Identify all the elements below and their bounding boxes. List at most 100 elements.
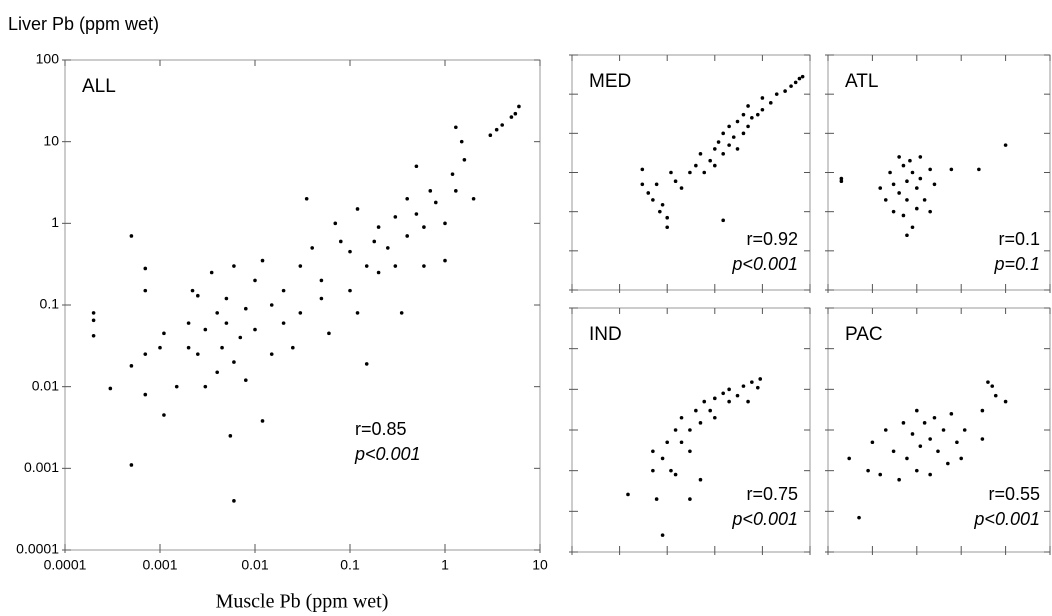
point: [721, 152, 725, 156]
point: [741, 112, 746, 117]
point: [980, 437, 985, 441]
point: [260, 419, 265, 423]
point: [281, 288, 286, 293]
point: [932, 415, 937, 420]
point: [755, 112, 760, 117]
point: [741, 131, 746, 136]
x-tick-label: 10: [532, 557, 548, 573]
point: [422, 225, 426, 229]
point: [910, 432, 915, 436]
annotation: r=0.85: [355, 419, 407, 439]
point: [716, 140, 721, 144]
point: [91, 333, 96, 338]
annotation: r=0.75: [746, 484, 798, 504]
point: [196, 352, 200, 356]
point: [941, 428, 946, 432]
point: [386, 246, 390, 250]
point: [721, 391, 725, 396]
panel: PAC r=0.55 p<0.001: [825, 307, 1051, 555]
point: [955, 440, 959, 445]
point: [928, 472, 932, 477]
point: [129, 364, 134, 368]
point: [143, 288, 148, 293]
panel: 0.0001 0.001 0.01 0.1 1 10 0.0001 0.001 0.01 0.1 1…: [16, 51, 548, 573]
point: [405, 196, 409, 201]
point: [908, 158, 912, 163]
point: [333, 221, 338, 226]
point: [993, 393, 998, 398]
point: [936, 449, 940, 454]
annotation: r=0.1: [998, 229, 1040, 249]
point: [731, 135, 736, 139]
point: [654, 497, 659, 501]
point: [878, 186, 883, 190]
point: [888, 170, 892, 175]
point: [679, 440, 684, 445]
point: [143, 266, 148, 271]
annotation: r=0.92: [746, 229, 798, 249]
point: [746, 399, 750, 404]
point: [372, 239, 377, 244]
point: [897, 477, 901, 482]
point: [162, 413, 166, 417]
point: [758, 377, 763, 381]
point: [702, 399, 707, 404]
point: [727, 399, 731, 404]
point: [962, 428, 967, 432]
point: [922, 198, 927, 202]
y-tick-label: 0.01: [32, 377, 59, 393]
y-tick-label: 1: [51, 214, 59, 230]
point: [433, 200, 438, 205]
point: [922, 421, 927, 425]
point: [450, 172, 455, 176]
point: [746, 104, 750, 108]
point: [310, 246, 314, 250]
point: [393, 215, 398, 219]
point: [660, 202, 665, 207]
plot-frame: [64, 59, 541, 551]
point: [688, 170, 692, 175]
point: [688, 449, 692, 454]
point: [727, 143, 731, 147]
y-tick-label: 10: [43, 132, 59, 148]
point: [702, 170, 707, 175]
annotation: p<0.001: [354, 444, 421, 464]
point: [694, 408, 698, 413]
point: [143, 392, 148, 397]
point: [959, 456, 963, 461]
point: [915, 468, 919, 473]
point: [640, 182, 645, 187]
annotation: p<0.001: [973, 509, 1040, 529]
point: [399, 311, 404, 315]
point: [673, 472, 678, 477]
point: [129, 463, 134, 467]
panel-label: ALL: [82, 76, 116, 97]
point: [800, 74, 805, 79]
point: [669, 170, 673, 175]
point: [462, 157, 467, 162]
point: [393, 264, 398, 268]
panel-label: PAC: [845, 324, 883, 345]
point: [658, 209, 662, 214]
point: [215, 311, 219, 315]
point: [783, 89, 787, 93]
point: [905, 233, 909, 238]
annotation: r=0.55: [988, 484, 1040, 504]
point: [910, 225, 915, 230]
y-tick-label: 0.1: [40, 296, 60, 312]
point: [91, 318, 96, 323]
point: [901, 163, 906, 168]
point: [741, 384, 746, 388]
point: [713, 147, 717, 151]
point: [355, 207, 360, 211]
point: [443, 221, 447, 226]
point: [196, 293, 200, 298]
point: [291, 345, 295, 350]
panel: MED r=0.92 p<0.001: [569, 54, 811, 293]
point: [870, 440, 875, 445]
point: [883, 198, 888, 202]
point: [651, 198, 655, 202]
point: [338, 239, 343, 244]
point: [665, 440, 669, 445]
